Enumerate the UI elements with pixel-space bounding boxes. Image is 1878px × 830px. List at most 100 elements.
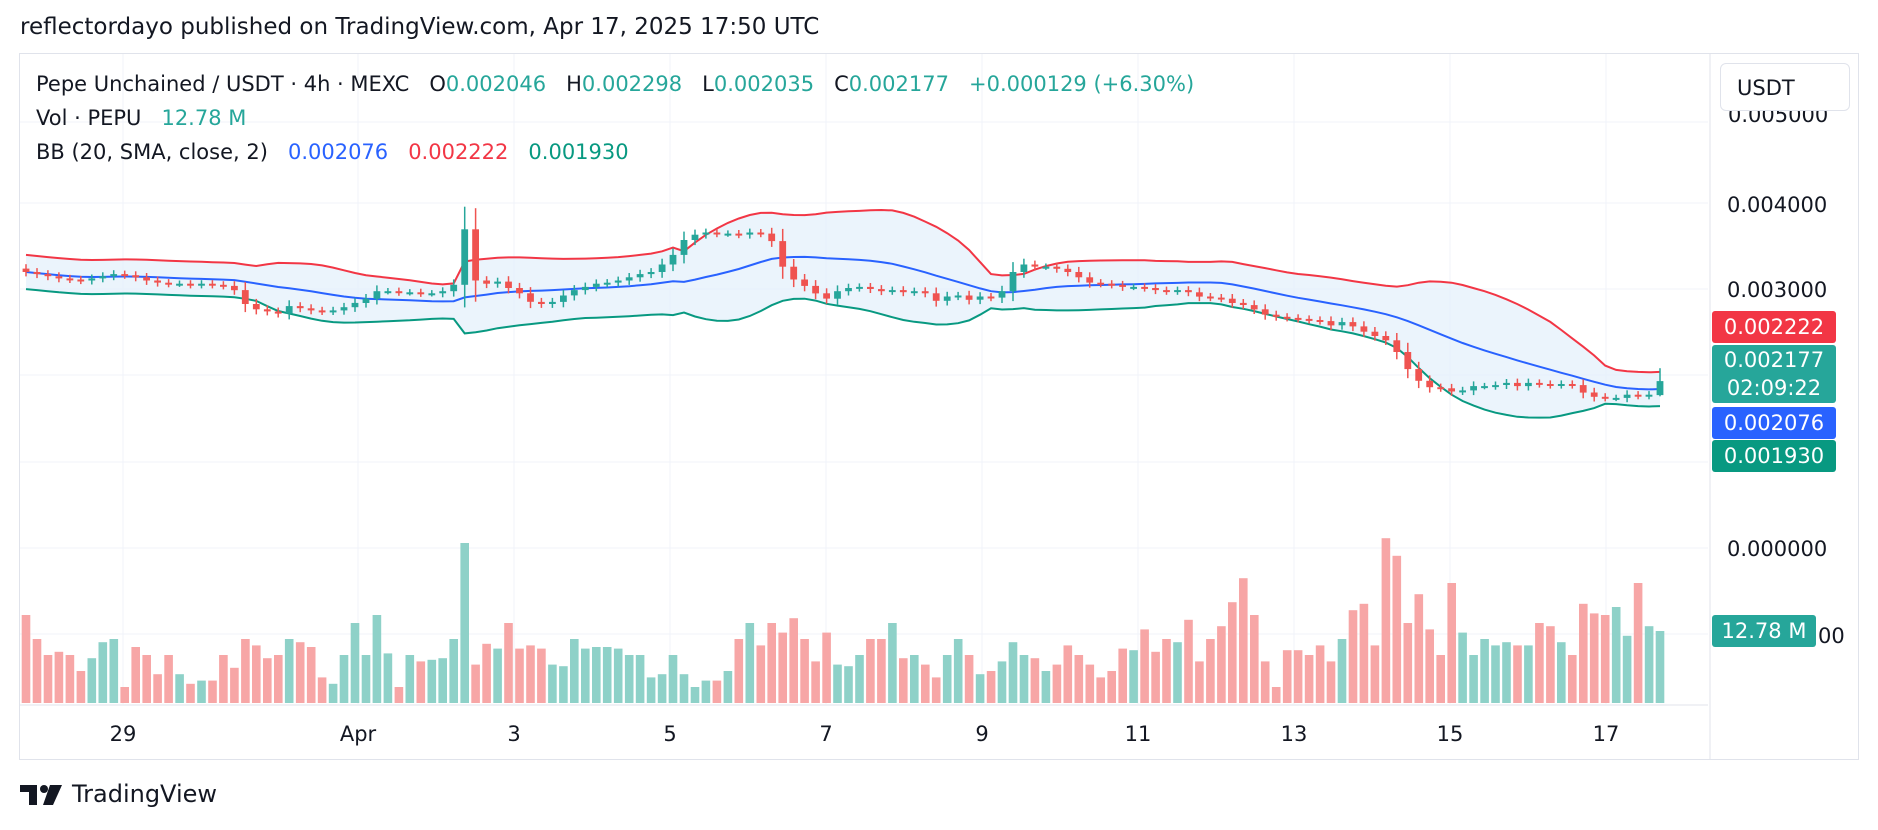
legend-close: 0.002177	[848, 72, 949, 96]
candle	[1130, 283, 1137, 291]
candle	[1250, 300, 1258, 314]
candle	[1514, 378, 1521, 391]
legend-ohlc: Pepe Unchained / USDT · 4h · MEXC O0.002…	[36, 72, 1194, 96]
volume-badge-text: 12.78 M	[1721, 619, 1807, 643]
volume-bar	[1326, 661, 1336, 703]
volume-bar	[361, 655, 371, 703]
candle	[943, 291, 951, 306]
volume-bar	[1140, 629, 1149, 703]
time-axis: 29 Apr 3 5 7 9 11 13 15 17	[110, 722, 1620, 746]
chart-frame[interactable]	[19, 53, 1859, 760]
candle	[187, 280, 194, 289]
candle	[845, 283, 852, 296]
volume-bar	[120, 687, 129, 703]
candle	[198, 280, 205, 289]
volume-bar	[1250, 615, 1259, 703]
candle	[1174, 286, 1181, 295]
volume-bar	[723, 671, 733, 703]
candle	[110, 270, 118, 281]
tradingview-logo-icon	[20, 785, 62, 805]
volume-bar	[1370, 645, 1380, 703]
candle	[209, 280, 216, 289]
candle	[1196, 287, 1203, 302]
published-line: reflectordayo published on TradingView.c…	[20, 14, 820, 40]
candle	[1283, 313, 1291, 322]
time-tick-6: 11	[1125, 722, 1152, 746]
volume-bar	[602, 647, 612, 703]
volume-bar	[1074, 655, 1084, 703]
volume-bar	[592, 647, 601, 703]
candle	[1031, 260, 1039, 271]
volume-bar	[1019, 655, 1029, 703]
volume-bar	[888, 623, 897, 703]
volume-bar	[394, 687, 404, 703]
time-tick-5: 9	[975, 722, 988, 746]
currency-selector[interactable]: USDT	[1720, 63, 1850, 111]
time-tick-4: 7	[819, 722, 832, 746]
volume-bar	[208, 680, 217, 703]
candle	[406, 289, 414, 296]
candle	[757, 229, 765, 238]
candle	[362, 294, 370, 308]
volume-bar	[449, 639, 458, 703]
candle	[812, 280, 819, 300]
bb-lower-badge-text: 0.001930	[1723, 444, 1825, 468]
candle	[340, 302, 348, 315]
candle	[1163, 286, 1170, 295]
candle	[154, 276, 161, 287]
candle	[1141, 283, 1148, 292]
volume-bar	[1414, 594, 1424, 703]
volume-bar	[1600, 615, 1610, 703]
candle	[549, 297, 556, 308]
volume-bar	[964, 655, 974, 703]
candle	[274, 307, 282, 318]
candle	[724, 230, 732, 237]
candle	[296, 302, 304, 313]
candle	[494, 277, 501, 288]
volume-bar	[1524, 645, 1533, 703]
candles	[22, 206, 1664, 403]
candle	[888, 286, 896, 295]
volume-bar	[219, 655, 228, 703]
volume-bar	[668, 655, 678, 703]
volume-bar	[1129, 650, 1138, 703]
volume-bar	[1282, 650, 1292, 703]
volume-bar	[1348, 610, 1358, 703]
candle	[1448, 383, 1455, 396]
volume-bar	[1271, 687, 1281, 703]
volume-bar	[1480, 639, 1489, 703]
bb-lower-badge: 0.001930	[1712, 440, 1836, 472]
candle	[1305, 315, 1313, 324]
candle	[1097, 279, 1105, 288]
candle	[1536, 379, 1543, 388]
volume-bar	[1052, 664, 1062, 703]
legend-bb-label: BB (20, SMA, close, 2)	[36, 140, 268, 164]
candle	[1382, 331, 1390, 345]
candle	[1185, 286, 1192, 297]
candle	[1437, 383, 1445, 392]
candle	[1075, 266, 1083, 283]
volume-bar	[899, 658, 908, 703]
candle	[307, 304, 315, 315]
candle	[220, 281, 227, 290]
candle	[417, 288, 425, 297]
volume-bar	[1469, 655, 1478, 703]
candle	[516, 282, 523, 299]
candle	[910, 287, 918, 296]
candle	[669, 248, 677, 272]
volume-bar	[1206, 639, 1215, 703]
candle	[1009, 262, 1017, 302]
candle	[1261, 304, 1269, 320]
candle	[1272, 310, 1280, 321]
candle	[713, 229, 721, 238]
candle	[1327, 316, 1335, 330]
volume-bar	[986, 671, 996, 703]
volume-bar	[778, 632, 787, 703]
legend-open: 0.002046	[445, 72, 547, 96]
volume-bar	[197, 680, 206, 703]
volume-bar	[153, 674, 162, 703]
candle	[241, 282, 249, 313]
volume-bar	[1579, 603, 1588, 703]
volume-bar	[306, 647, 316, 703]
